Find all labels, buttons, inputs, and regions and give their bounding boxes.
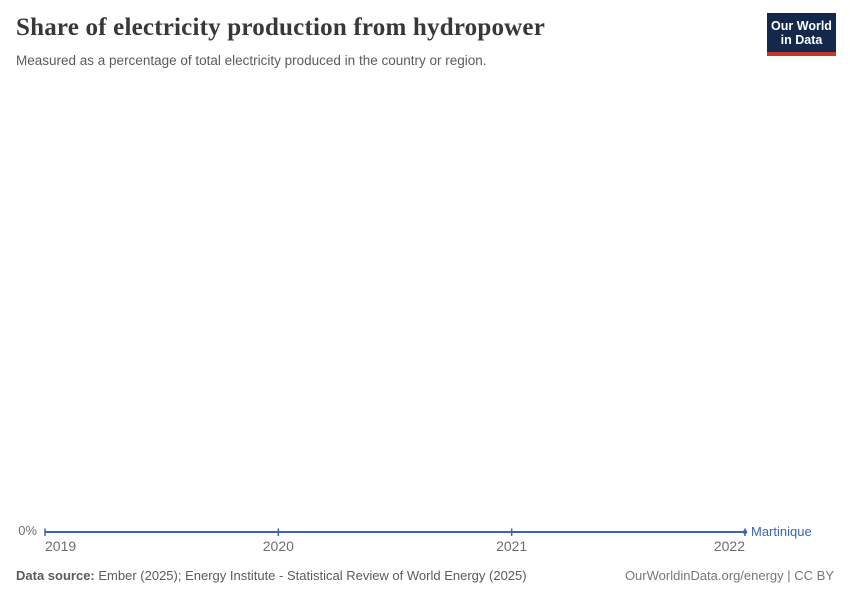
logo-line-2: in Data [780, 32, 823, 47]
x-axis-tick-label: 2022 [713, 538, 745, 554]
chart-title: Share of electricity production from hyd… [16, 14, 546, 41]
chart-subtitle: Measured as a percentage of total electr… [16, 53, 487, 68]
data-source-note: Data source: Ember (2025); Energy Instit… [16, 568, 527, 584]
series-end-label-martinique[interactable]: Martinique [751, 524, 812, 539]
data-source-text: Ember (2025); Energy Institute - Statist… [98, 568, 527, 583]
x-axis-tick-label: 2021 [496, 538, 528, 554]
attribution-link[interactable]: OurWorldinData.org/energy | CC BY [624, 568, 834, 583]
y-axis-tick-label: 0% [18, 523, 37, 538]
x-axis-tick-label: 2020 [262, 538, 294, 554]
owid-logo[interactable]: Our World in Data [767, 13, 836, 56]
data-source-label: Data source: [16, 568, 95, 583]
chart-footer: Data source: Ember (2025); Energy Instit… [16, 568, 834, 584]
logo-line-1: Our World [771, 18, 832, 33]
x-axis-tick-label: 2019 [45, 538, 77, 554]
